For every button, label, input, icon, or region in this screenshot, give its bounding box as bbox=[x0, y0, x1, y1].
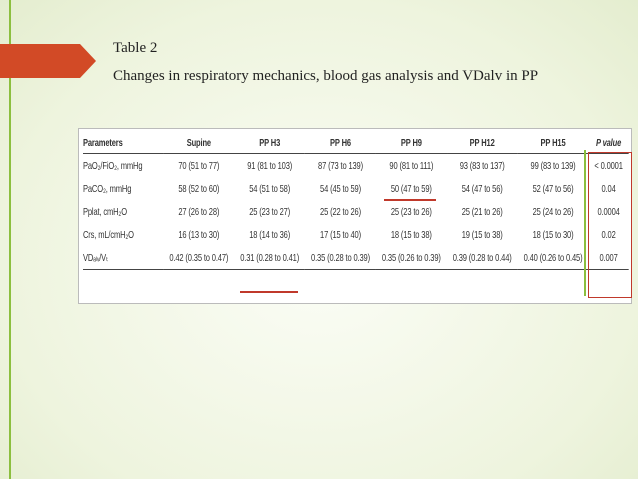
table-cell: 0.0004 bbox=[597, 205, 620, 218]
table-cell: 18 (15 to 30) bbox=[532, 228, 574, 241]
table-cell: 0.007 bbox=[588, 246, 629, 270]
table-cell: Crs, mL/cmH₂O bbox=[83, 228, 134, 241]
table-cell: 25 (21 to 26) bbox=[461, 205, 503, 218]
table-cell: 0.02 bbox=[601, 228, 616, 241]
header-cell: PP H6 bbox=[305, 133, 376, 154]
table-cell: 0.31 (0.28 to 0.41) bbox=[234, 246, 306, 270]
left-stripe bbox=[9, 0, 11, 479]
table-cell: 52 (47 to 56) bbox=[532, 182, 574, 195]
table-cell: 25 (23 to 27) bbox=[249, 205, 291, 218]
table-cell: 91 (81 to 103) bbox=[247, 159, 293, 172]
table-cell: Pplat, cmH₂O bbox=[83, 205, 127, 218]
table-body: PaO₂/FiO₂, mmHg 70 (51 to 77) 91 (81 to 10… bbox=[83, 154, 629, 270]
header-cell: PP H15 bbox=[517, 133, 589, 154]
table-cell: 90 (81 to 111) bbox=[389, 159, 434, 172]
table-subtitle: Changes in respiratory mechanics, blood … bbox=[113, 68, 539, 84]
table-row: VDₐₗᵥ/Vₜ 0.42 (0.35 to 0.47) 0.31 (0.28 to… bbox=[83, 246, 629, 270]
table-cell: 25 (22 to 26) bbox=[320, 205, 361, 218]
table-cell: 16 (13 to 30) bbox=[178, 228, 220, 241]
table-cell: 27 (26 to 28) bbox=[178, 205, 220, 218]
table-cell: 0.42 (0.35 to 0.47) bbox=[163, 246, 235, 270]
table-cell: < 0.0001 bbox=[594, 159, 623, 172]
highlight-box bbox=[588, 152, 632, 298]
table-cell: 58 (52 to 60) bbox=[178, 182, 220, 195]
header-row: Parameters Supine PP H3 PP H6 PP H9 PP H12 PP … bbox=[83, 133, 629, 154]
table-cell: 17 (15 to 40) bbox=[320, 228, 361, 241]
table-row: Crs, mL/cmH₂O 16 (13 to 30) 18 (14 to 36) 1… bbox=[83, 223, 629, 246]
header-cell: PP H9 bbox=[375, 133, 447, 154]
header-cell: Supine bbox=[163, 133, 235, 154]
table-cell: PaO₂/FiO₂, mmHg bbox=[83, 159, 143, 172]
table-row: PaCO₂, mmHg 58 (52 to 60) 54 (51 to 58) 54 … bbox=[83, 177, 629, 200]
table-image: Parameters Supine PP H3 PP H6 PP H9 PP H12 PP … bbox=[78, 128, 632, 304]
divider-line bbox=[584, 150, 586, 296]
table-cell: 18 (15 to 38) bbox=[390, 228, 432, 241]
table-cell: 0.40 (0.26 to 0.45) bbox=[517, 246, 589, 270]
table: Parameters Supine PP H3 PP H6 PP H9 PP H12 PP … bbox=[83, 133, 629, 270]
header-cell: Parameters bbox=[83, 133, 164, 154]
header-cell: P value bbox=[588, 133, 629, 154]
table-cell: 93 (83 to 137) bbox=[459, 159, 505, 172]
table-cell: 0.35 (0.26 to 0.39) bbox=[375, 246, 447, 270]
highlight-underline bbox=[240, 291, 298, 293]
table-title: Table 2 bbox=[113, 40, 158, 56]
table-cell: 25 (23 to 26) bbox=[390, 205, 432, 218]
table-cell: PaCO₂, mmHg bbox=[83, 182, 132, 195]
highlight-underline bbox=[384, 199, 436, 201]
table-cell: VDₐₗᵥ/Vₜ bbox=[83, 246, 164, 270]
table-cell: 0.39 (0.28 to 0.44) bbox=[446, 246, 518, 270]
table-cell: 0.04 bbox=[601, 182, 616, 195]
header-cell: PP H3 bbox=[234, 133, 306, 154]
table-cell: 54 (51 to 58) bbox=[249, 182, 291, 195]
table-cell: 0.35 (0.28 to 0.39) bbox=[305, 246, 376, 270]
table-cell: 54 (47 to 56) bbox=[461, 182, 503, 195]
table-cell: 25 (24 to 26) bbox=[532, 205, 574, 218]
table-cell: 19 (15 to 38) bbox=[461, 228, 503, 241]
table-cell: 18 (14 to 36) bbox=[249, 228, 291, 241]
header-cell: PP H12 bbox=[446, 133, 518, 154]
table-row: PaO₂/FiO₂, mmHg 70 (51 to 77) 91 (81 to 10… bbox=[83, 154, 629, 178]
table-cell: 50 (47 to 59) bbox=[390, 182, 432, 195]
arrow-decoration bbox=[0, 44, 96, 78]
table-cell: 99 (83 to 139) bbox=[530, 159, 576, 172]
table-row: Pplat, cmH₂O 27 (26 to 28) 25 (23 to 27) 25… bbox=[83, 200, 629, 223]
table-cell: 87 (73 to 139) bbox=[318, 159, 363, 172]
table-cell: 70 (51 to 77) bbox=[178, 159, 220, 172]
table-cell: 54 (45 to 59) bbox=[320, 182, 361, 195]
table-scaler: Parameters Supine PP H3 PP H6 PP H9 PP H12 PP … bbox=[83, 133, 629, 270]
